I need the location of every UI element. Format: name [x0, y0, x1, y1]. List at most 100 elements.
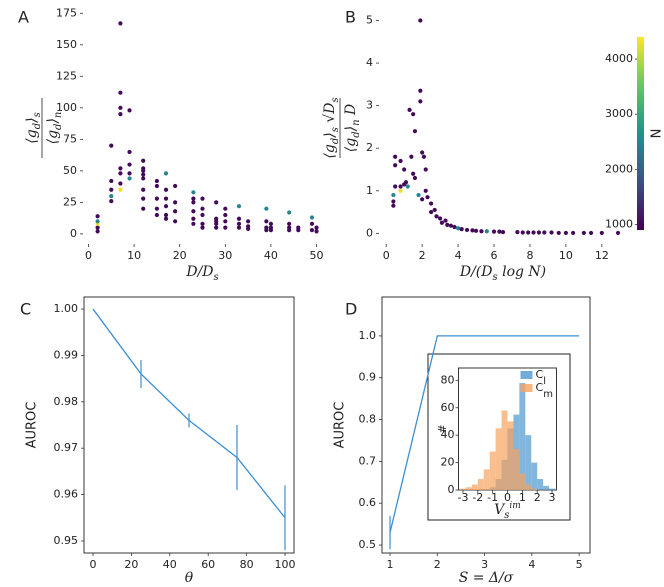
point [223, 219, 228, 224]
point [473, 228, 479, 233]
y-axis-label: # [436, 424, 449, 433]
colorbar-tick-label: 4000 [605, 52, 633, 65]
x-tick-label: 8 [526, 249, 533, 262]
point [264, 228, 269, 233]
y-tick-label: 20 [441, 456, 455, 469]
point [264, 219, 269, 224]
point [127, 162, 132, 167]
point [154, 183, 159, 189]
point [314, 225, 319, 230]
y-tick-label: 25 [63, 195, 77, 208]
colorbar-tick-label: 1000 [605, 217, 633, 230]
label-part: d [53, 124, 64, 130]
point [423, 188, 428, 193]
x-tick-label: 0 [90, 558, 97, 571]
point [118, 187, 123, 192]
panel-label: B [345, 8, 356, 27]
x-tick-label: 1 [519, 491, 526, 504]
label-part: s [32, 112, 43, 117]
y-tick-label: 5 [366, 14, 373, 27]
point [599, 230, 604, 236]
histogram-bar [507, 421, 514, 490]
point [452, 224, 457, 230]
point [141, 196, 146, 201]
point [570, 230, 576, 236]
legend-label: Cm [536, 381, 553, 400]
label-part: s [330, 127, 341, 132]
point [236, 225, 242, 230]
point [429, 201, 434, 206]
histogram-bar [489, 451, 496, 490]
point [448, 223, 453, 228]
x-tick-label: 4 [528, 558, 535, 571]
panel-label: A [18, 8, 29, 27]
y-tick-label: 0 [448, 483, 455, 496]
point [173, 200, 178, 205]
point [141, 206, 146, 211]
x-tick-label: 3 [549, 491, 556, 504]
point [542, 230, 547, 235]
colorbar-tick-label: 3000 [605, 107, 633, 120]
histogram-bar [501, 410, 508, 490]
point [118, 171, 123, 176]
point [459, 227, 464, 232]
y-tick-label: 175 [56, 6, 77, 19]
point [398, 158, 403, 164]
point [154, 178, 159, 184]
x-tick-label: 30 [218, 249, 232, 262]
y-axis-label: ⟨gd⟩s⟨gd⟩n [24, 98, 64, 158]
point [268, 228, 274, 233]
x-tick-label: 2 [434, 558, 441, 571]
point [484, 229, 489, 234]
point [118, 21, 123, 26]
point [109, 193, 114, 199]
point [309, 215, 315, 220]
point [423, 167, 428, 172]
label-part: m [543, 389, 553, 400]
y-tick-label: 0 [366, 226, 373, 239]
x-tick-label: 5 [576, 558, 583, 571]
y-tick-label: 2 [366, 141, 373, 154]
point [191, 200, 196, 205]
label-part: d [330, 138, 341, 144]
label-part: θ [185, 570, 194, 586]
point [479, 229, 484, 234]
x-axis-label: θ [185, 570, 194, 586]
point [118, 105, 123, 110]
point [118, 112, 123, 117]
y-tick-label: 1.00 [54, 302, 79, 315]
point [615, 230, 621, 236]
point [200, 221, 205, 226]
point [141, 176, 146, 181]
point [531, 230, 536, 235]
x-tick-label: 3 [481, 558, 488, 571]
x-tick-label: 40 [163, 558, 177, 571]
y-tick-label: 60 [441, 401, 455, 414]
y-label-numerator: ⟨gd⟩s [24, 112, 43, 143]
point [439, 220, 444, 225]
label-part: S = Δ/σ [459, 570, 514, 586]
label-part: s [214, 272, 219, 283]
point [287, 228, 292, 233]
point [429, 209, 434, 215]
point [398, 184, 403, 189]
y-tick-label: 125 [56, 69, 77, 82]
point [418, 88, 423, 93]
x-axis-label: Vsim [494, 501, 521, 522]
label-part: s [504, 510, 509, 521]
point [549, 230, 554, 235]
histogram-bar [537, 479, 544, 490]
label-part: ⟨g [343, 138, 359, 152]
y-tick-label: 80 [441, 373, 455, 386]
point [309, 221, 315, 226]
point [236, 216, 242, 221]
point [411, 112, 416, 117]
label-part: d [32, 123, 43, 129]
point [412, 175, 418, 181]
point [163, 212, 169, 218]
label-part: n [351, 119, 362, 125]
y-tick-label: 100 [56, 101, 77, 114]
point [95, 229, 100, 234]
point [411, 171, 416, 176]
label-part: n [53, 112, 64, 118]
